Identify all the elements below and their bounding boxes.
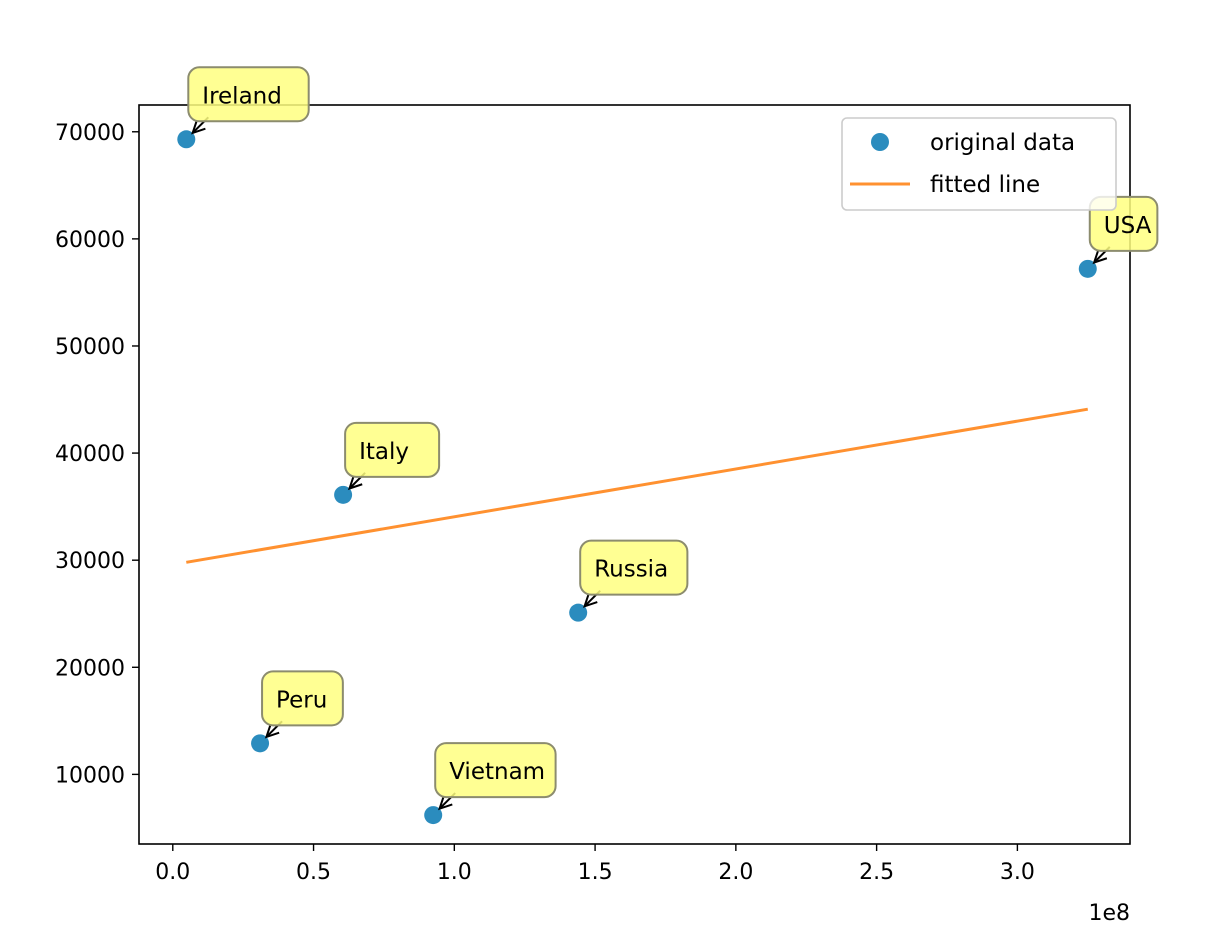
legend-label-original-data: original data <box>930 130 1075 156</box>
plot-area <box>138 104 1131 845</box>
x-tick-label: 2.0 <box>718 860 753 885</box>
plot-frame <box>138 104 1131 845</box>
legend-marker-original-data <box>871 133 889 151</box>
annotation: Italy <box>344 421 441 491</box>
annotation-arrowhead <box>264 723 280 739</box>
annotation-label: Vietnam <box>449 759 545 785</box>
legend-label-fitted-line: fitted line <box>930 172 1040 198</box>
x-axis: 0.0 0.5 1.0 1.5 2.0 2.5 3.0 <box>155 844 1035 885</box>
data-point <box>334 485 353 504</box>
annotation: Peru <box>261 670 344 739</box>
data-point <box>1078 259 1097 278</box>
annotation-box <box>344 421 441 478</box>
y-axis: 10000 20000 30000 40000 50000 60000 70000 <box>55 121 139 788</box>
y-tick-label: 60000 <box>55 228 125 253</box>
annotation-label: Ireland <box>202 83 282 109</box>
annotation: Russia <box>579 539 689 608</box>
annotation-label: Italy <box>359 439 409 465</box>
data-point <box>177 130 196 149</box>
x-tick-label: 0.0 <box>155 860 190 885</box>
x-tick-label: 3.0 <box>1000 860 1035 885</box>
y-tick-label: 40000 <box>55 442 125 467</box>
annotation: USA <box>1088 195 1159 265</box>
annotation-arrowhead <box>1092 249 1108 265</box>
annotation-box <box>187 66 310 123</box>
annotation-box <box>434 742 557 799</box>
fitted-line-layer <box>186 407 1089 564</box>
y-tick-label: 10000 <box>55 763 125 788</box>
data-point <box>569 603 588 622</box>
x-tick-label: 1.5 <box>578 860 613 885</box>
annotations-layer: Ireland Peru Italy Vietnam Russia USA <box>187 66 1159 811</box>
x-tick-label: 0.5 <box>296 860 331 885</box>
x-tick-label: 1.0 <box>437 860 472 885</box>
legend: original data fitted line <box>841 117 1117 211</box>
annotation-arrowhead <box>347 475 363 491</box>
y-tick-label: 20000 <box>55 656 125 681</box>
annotation-label: Russia <box>594 557 668 583</box>
annotation: Ireland <box>187 66 310 135</box>
x-offset-label: 1e8 <box>1088 901 1130 926</box>
annotation-arrowhead <box>191 119 206 135</box>
x-tick-label: 2.5 <box>859 860 894 885</box>
annotation-arrowhead <box>582 593 598 608</box>
annotation-label: Peru <box>276 687 327 713</box>
data-points-layer <box>177 130 1097 825</box>
annotation-arrowhead <box>437 795 453 811</box>
annotation: Vietnam <box>434 742 557 811</box>
data-point <box>424 806 443 825</box>
annotation-box <box>579 539 689 596</box>
y-tick-label: 70000 <box>55 121 125 146</box>
y-tick-label: 50000 <box>55 335 125 360</box>
annotation-label: USA <box>1104 213 1152 239</box>
data-point <box>251 734 270 753</box>
y-tick-label: 30000 <box>55 549 125 574</box>
annotation-box <box>261 670 344 727</box>
legend-box <box>841 117 1117 211</box>
fitted-line <box>186 407 1089 564</box>
